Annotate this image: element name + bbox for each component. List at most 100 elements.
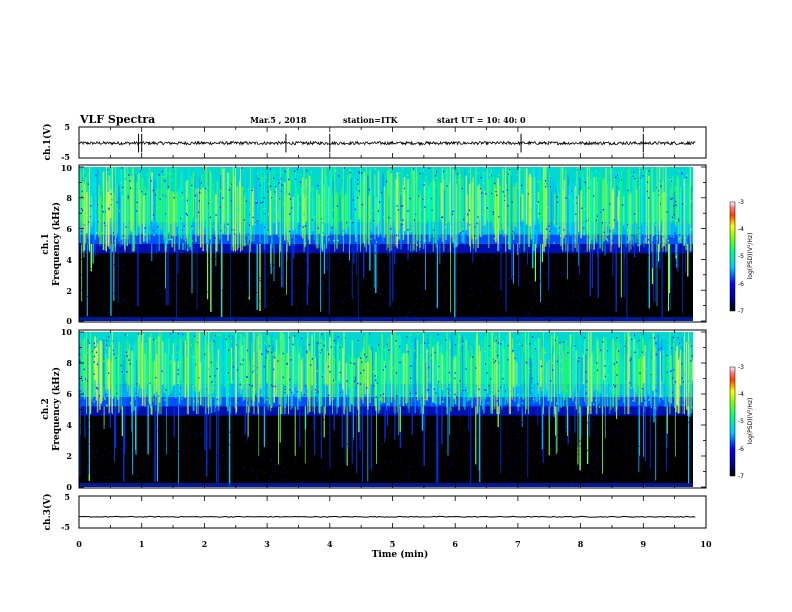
ch1-spec-speckle xyxy=(396,190,399,192)
ch2-spec-column xyxy=(124,355,126,405)
ch2-spec-column xyxy=(650,351,652,409)
ch1-spec-speckle xyxy=(158,173,160,176)
ch1-spec-low-noise xyxy=(349,266,351,268)
ch2-spec-low-noise xyxy=(647,420,649,422)
ch1-spec-speckle xyxy=(685,203,687,205)
ch1-spec-low-noise xyxy=(673,254,675,256)
ch1-spec-low-noise xyxy=(438,276,440,278)
ch1-spec-speckle xyxy=(185,239,187,241)
ch2-spec-speckle xyxy=(96,338,98,340)
ch2-spec-low-noise xyxy=(357,444,359,446)
ch1-spec-speckle xyxy=(298,203,300,206)
ch2-spec-speckle xyxy=(274,357,276,359)
ch2-spec-low-noise xyxy=(349,445,351,447)
ch2-spec-speckle xyxy=(146,378,148,380)
ch1-spec-column xyxy=(447,167,450,235)
ch2-spec-low-noise xyxy=(604,475,606,477)
ch2-spec-low-noise xyxy=(364,439,366,441)
ch2-spec-speckle xyxy=(485,382,487,384)
xtick-1: 1 xyxy=(139,539,145,549)
ch1-spec-low-noise xyxy=(672,292,674,294)
ch1-spec-column xyxy=(518,168,521,248)
ch2-spec-low-noise xyxy=(541,430,543,432)
ch1-spec-speckle xyxy=(553,242,555,244)
ch2-spec-low-noise xyxy=(456,442,458,444)
ch2-spec-column xyxy=(293,343,296,385)
ch2-spec-column xyxy=(191,348,194,398)
ch1-spec-column xyxy=(121,195,124,246)
ch1-spec-column xyxy=(196,192,198,218)
ch1-spec-low-noise xyxy=(180,262,182,263)
ch2-spec-column xyxy=(183,342,185,383)
ch2-spec-column xyxy=(92,352,94,402)
ch2-spec-column xyxy=(519,341,522,390)
ch2-spec-column xyxy=(637,349,639,386)
ch1-spec-column xyxy=(563,179,566,238)
ch1-spec-speckle xyxy=(454,241,457,243)
ch1-spec-speckle xyxy=(162,194,164,197)
ch1-spec-column xyxy=(425,176,427,225)
ch1-spec-low-noise xyxy=(528,274,530,276)
ch2-spec-column xyxy=(647,351,650,395)
ch1-spec-speckle xyxy=(373,221,375,224)
ch2-spec-speckle xyxy=(556,360,559,363)
ch1-spec-column xyxy=(156,188,158,223)
ch2-spec-column xyxy=(547,342,549,401)
ch2-spec-column xyxy=(645,352,648,407)
ch2-spec-speckle xyxy=(227,372,229,374)
ch1-spec-speckle xyxy=(243,213,245,215)
ch2-spec-low-noise xyxy=(323,418,325,420)
ch1-spec-speckle xyxy=(451,213,453,216)
ch2-spec-column xyxy=(414,337,417,414)
ch1-spec-speckle xyxy=(307,195,309,198)
ch1-spec-low-noise xyxy=(156,291,158,293)
ch1-spec-column xyxy=(449,179,452,236)
ch2-spec-speckle xyxy=(613,374,615,376)
ch1-spec-speckle xyxy=(171,236,173,238)
ch1-spec-low-noise xyxy=(359,256,361,258)
ch2-spec-speckle xyxy=(595,399,597,402)
ch1-spec-column xyxy=(106,181,108,222)
ch1-spec-column xyxy=(615,185,618,230)
ch2-spec-speckle xyxy=(529,404,531,407)
ch1-spec-column xyxy=(637,192,639,247)
ch2-spec-speckle xyxy=(211,381,213,383)
ch2-spec-low-noise xyxy=(328,479,330,481)
ch2-spec-low-noise xyxy=(669,466,671,468)
ch1-spec-speckle xyxy=(310,240,313,242)
ch1-spec-column xyxy=(631,171,633,241)
ch2-spec-low-noise xyxy=(206,420,208,422)
ch2-spec-column xyxy=(260,333,262,390)
ch2-spec-speckle xyxy=(212,390,214,393)
ch1-spec-column xyxy=(159,188,162,229)
ch2-spec-column xyxy=(151,337,153,387)
ch1-spec-speckle xyxy=(490,174,493,177)
ch1-spec-column xyxy=(639,167,642,246)
ch1-spec-column xyxy=(575,180,578,219)
ch2-spec-speckle xyxy=(376,382,378,384)
ch2-spec-column xyxy=(387,341,389,403)
ch1-spec-low-noise xyxy=(242,299,244,301)
ch2-spec-low-noise xyxy=(502,462,504,464)
ch1-spec-column xyxy=(476,187,478,240)
ch2-spec-speckle xyxy=(411,402,413,404)
ch2-spec-speckle xyxy=(129,363,131,365)
ch2-spec-low-noise xyxy=(79,429,81,431)
ch1-spec-speckle xyxy=(105,211,107,213)
ch1-spec-column xyxy=(225,182,228,228)
ch2-spec-speckle xyxy=(630,387,632,389)
ch1-spec-low-noise xyxy=(314,273,316,275)
ch2-spec-column xyxy=(131,350,133,413)
ch1-spec-speckle xyxy=(268,183,270,185)
ch1-spec-column xyxy=(120,167,123,240)
ch2-spec-low-noise xyxy=(275,464,277,465)
ch2-spec-low-noise xyxy=(484,463,486,465)
ch1-spec-band xyxy=(79,234,693,244)
ch2-spec-low-noise xyxy=(521,476,523,478)
ch1-spec-column xyxy=(336,192,338,249)
ch1-spec-low-noise xyxy=(253,261,255,263)
ch2-spec-low-noise xyxy=(422,445,424,446)
ch1-spec-low-noise xyxy=(414,315,416,317)
ch2-spec-column xyxy=(236,344,239,410)
ch1-spec-low-noise xyxy=(184,299,186,300)
